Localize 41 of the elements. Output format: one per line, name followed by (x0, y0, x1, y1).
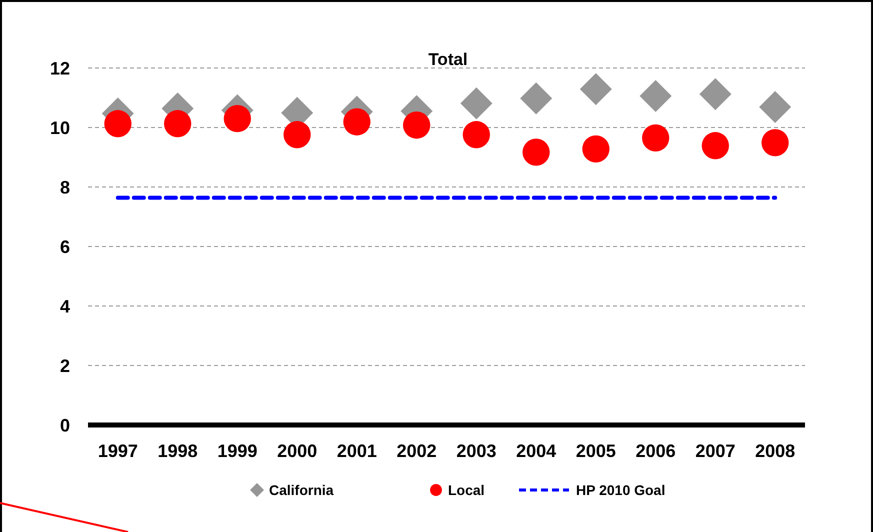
x-tick-label: 1999 (217, 441, 258, 461)
point (759, 90, 792, 123)
y-tick-label: 2 (60, 356, 70, 376)
x-tick-label: 2006 (636, 441, 676, 461)
y-tick-label: 10 (50, 118, 70, 138)
point (520, 82, 552, 114)
point (284, 121, 311, 148)
point (699, 78, 732, 110)
point (582, 135, 610, 163)
point (462, 121, 490, 148)
legend-label: California (269, 482, 334, 498)
point (343, 108, 370, 136)
legend-label: HP 2010 Goal (576, 482, 666, 498)
point (642, 124, 670, 152)
x-tick-label: 2000 (277, 441, 318, 461)
point (640, 80, 672, 112)
x-tick-label: 2004 (516, 441, 556, 461)
x-tick-label: 2008 (755, 441, 796, 461)
point (762, 129, 789, 156)
point (702, 132, 729, 160)
x-tick-label: 2001 (336, 441, 377, 461)
point (224, 104, 251, 132)
point (104, 110, 132, 138)
y-tick-label: 8 (60, 177, 70, 198)
point (580, 73, 612, 106)
y-tick-label: 4 (60, 296, 70, 316)
chart-title: Total (428, 50, 468, 69)
x-tick-label: 2007 (695, 441, 736, 461)
x-tick-label: 1998 (158, 441, 198, 461)
y-tick-label: 6 (60, 236, 70, 257)
legend-label: Local (448, 482, 485, 498)
point (522, 138, 550, 166)
x-tick-label: 2002 (396, 441, 437, 461)
x-tick-label: 2005 (576, 441, 616, 461)
y-tick-label: 12 (50, 58, 70, 78)
x-tick-label: 2003 (456, 441, 496, 461)
x-tick-label: 1997 (98, 441, 138, 461)
point (164, 110, 192, 138)
point (460, 87, 492, 120)
y-tick-label: 0 (60, 415, 70, 436)
point (403, 112, 430, 139)
